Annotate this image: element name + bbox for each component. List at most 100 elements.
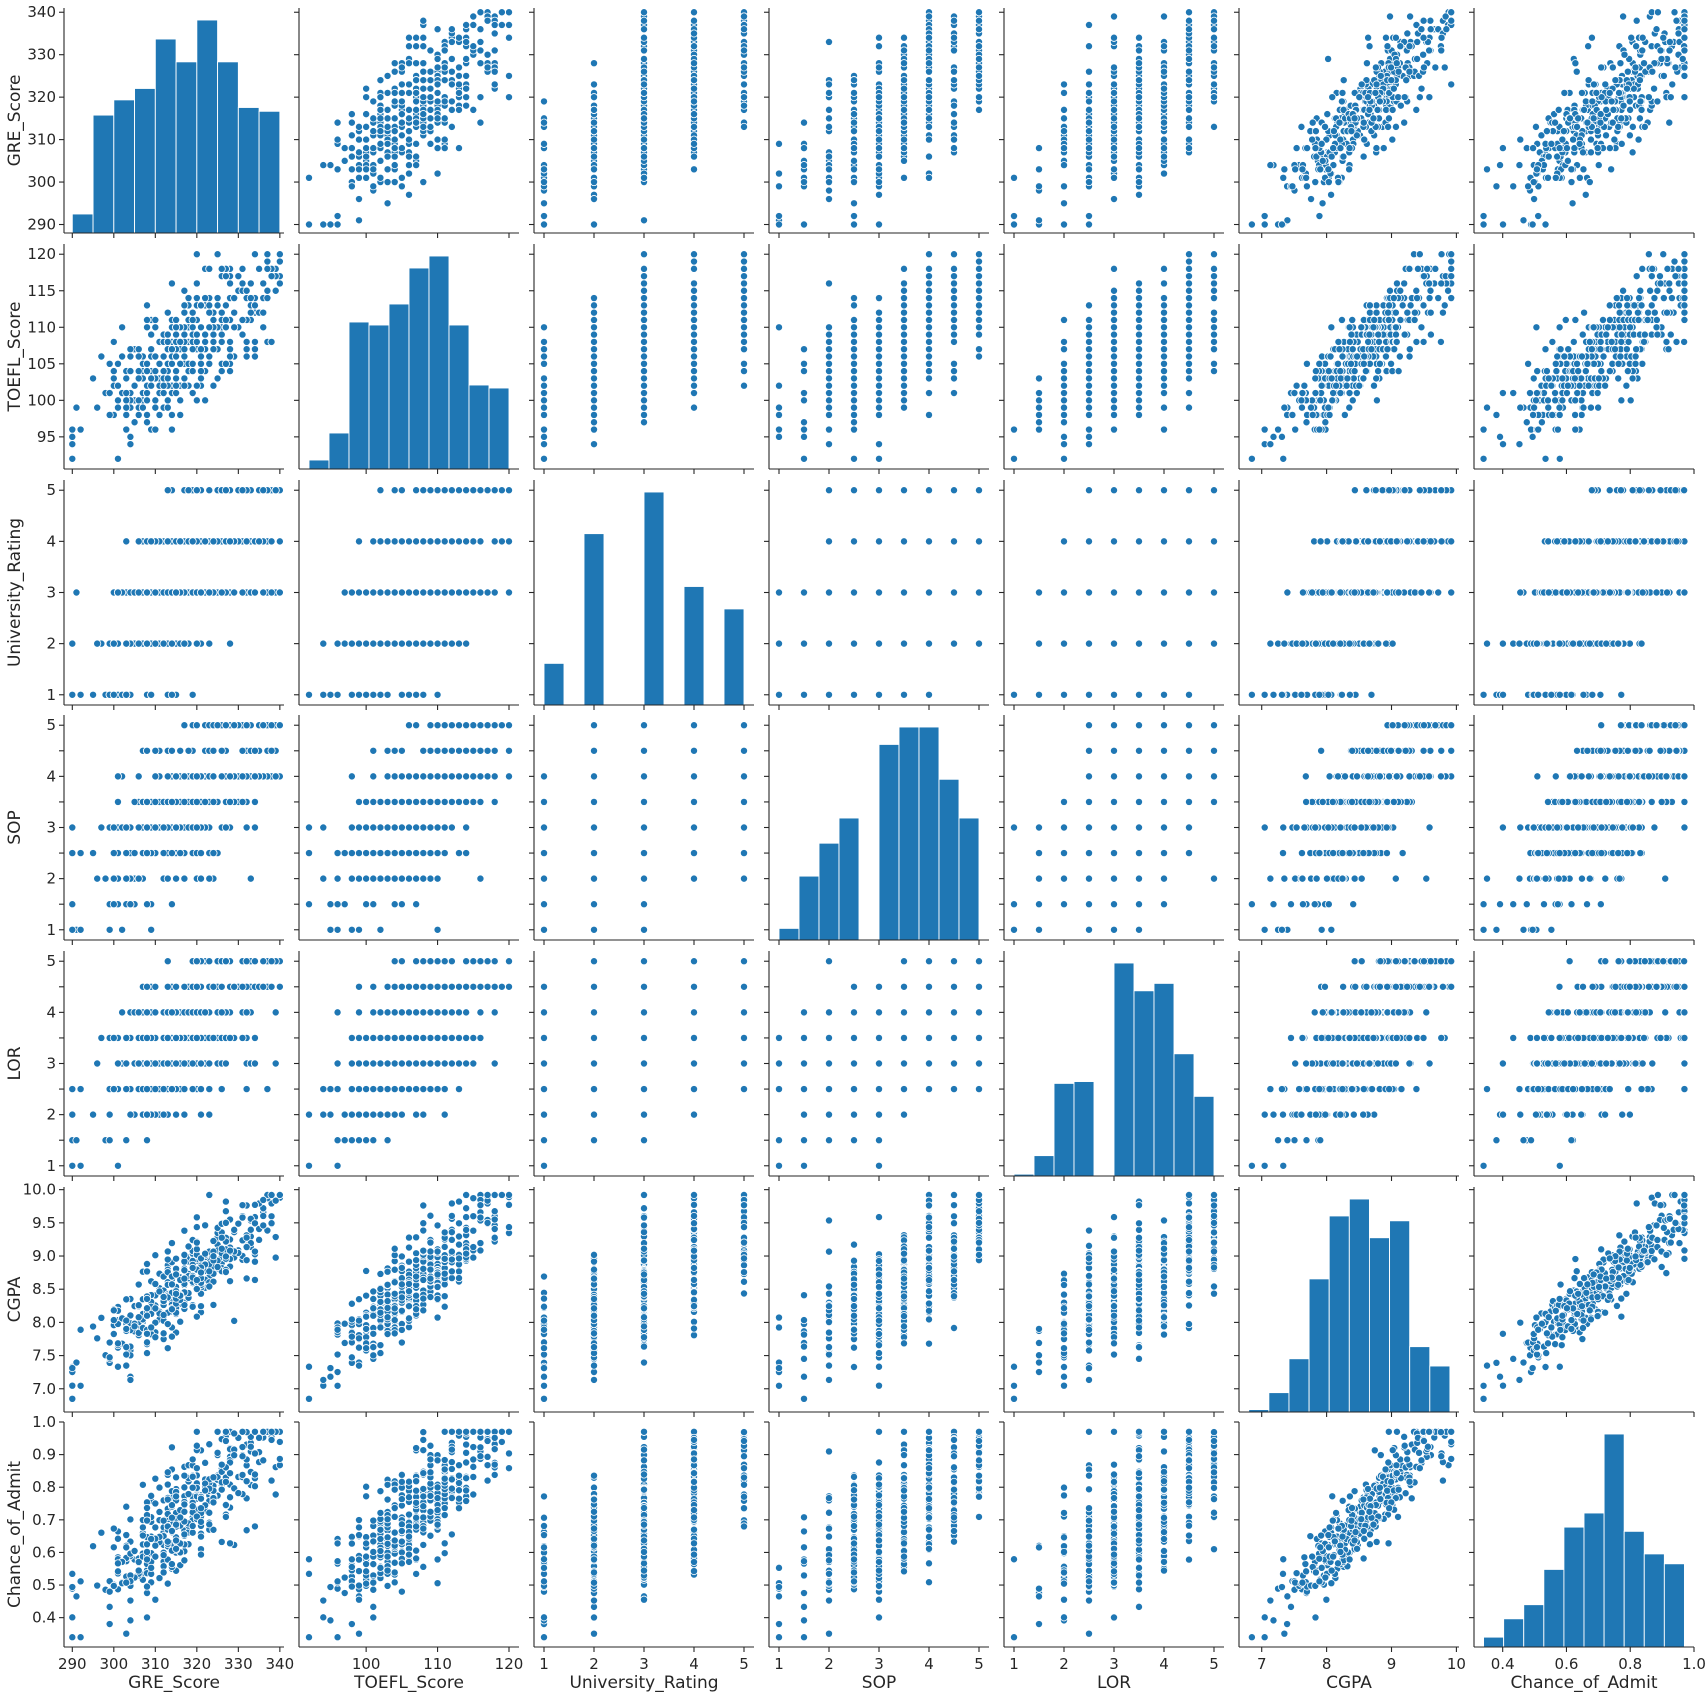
scatter-point: [1601, 381, 1610, 390]
y-tick-label: 100: [27, 391, 56, 409]
scatter-point: [1060, 396, 1069, 405]
scatter-point: [1010, 425, 1019, 434]
scatter-point: [1543, 173, 1552, 182]
scatter-point: [1292, 381, 1301, 390]
scatter-point: [775, 403, 784, 412]
scatter-point: [275, 257, 284, 266]
scatter-point: [1060, 440, 1069, 449]
scatter-point: [1110, 374, 1119, 383]
scatter-point: [1575, 173, 1584, 182]
scatter-point: [690, 84, 699, 93]
scatter-point: [1300, 381, 1309, 390]
scatter-point: [640, 16, 649, 25]
scatter-point: [800, 220, 809, 229]
scatter-point: [1519, 216, 1528, 225]
scatter-point: [640, 410, 649, 419]
scatter-point: [875, 352, 884, 361]
scatter-point: [900, 46, 909, 55]
scatter-point: [740, 323, 749, 332]
scatter-point: [1085, 220, 1094, 229]
scatter-point: [800, 178, 809, 187]
scatter-point: [1412, 337, 1421, 346]
scatter-point: [1375, 359, 1384, 368]
scatter-point: [775, 323, 784, 332]
scatter-point: [1530, 403, 1539, 412]
scatter-point: [740, 301, 749, 310]
scatter-point: [1297, 396, 1306, 405]
scatter-point: [1085, 165, 1094, 174]
scatter-point: [1321, 418, 1330, 427]
scatter-point: [1596, 118, 1605, 127]
scatter-point: [740, 80, 749, 89]
scatter-point: [1374, 330, 1383, 339]
scatter-point: [1400, 279, 1409, 288]
scatter-point: [1447, 8, 1456, 17]
scatter-point: [1547, 139, 1556, 148]
scatter-point: [1544, 152, 1553, 161]
scatter-point: [440, 97, 449, 106]
panel-TOEFL_Score-vs-SOP: [764, 244, 989, 474]
scatter-point: [1369, 381, 1378, 390]
scatter-point: [1317, 381, 1326, 390]
scatter-point: [1035, 216, 1044, 225]
scatter-point: [1406, 301, 1415, 310]
scatter-point: [850, 403, 859, 412]
scatter-point: [1110, 410, 1119, 419]
scatter-point: [1615, 88, 1624, 97]
scatter-point: [1210, 264, 1219, 273]
scatter-point: [1388, 135, 1397, 144]
scatter-point: [1680, 71, 1689, 80]
scatter-point: [1652, 323, 1661, 332]
scatter-point: [1653, 97, 1662, 106]
scatter-point: [690, 403, 699, 412]
scatter-point: [1363, 93, 1372, 102]
scatter-point: [1644, 308, 1653, 317]
scatter-point: [1614, 359, 1623, 368]
scatter-point: [469, 12, 478, 21]
y-tick-label: 120: [27, 245, 56, 263]
scatter-point: [1185, 323, 1194, 332]
scatter-point: [1110, 105, 1119, 114]
scatter-point: [1279, 173, 1288, 182]
scatter-point: [1516, 403, 1525, 412]
scatter-point: [640, 135, 649, 144]
scatter-point: [775, 182, 784, 191]
scatter-point: [690, 8, 699, 17]
scatter-point: [1659, 71, 1668, 80]
scatter-point: [383, 165, 392, 174]
scatter-point: [590, 165, 599, 174]
scatter-point: [143, 396, 152, 405]
scatter-point: [469, 20, 478, 29]
scatter-point: [447, 122, 456, 131]
scatter-point: [1333, 359, 1342, 368]
scatter-point: [1110, 165, 1119, 174]
scatter-point: [1551, 118, 1560, 127]
scatter-point: [1602, 330, 1611, 339]
scatter-point: [176, 410, 185, 419]
scatter-point: [376, 93, 385, 102]
scatter-point: [230, 294, 239, 303]
scatter-point: [1035, 396, 1044, 405]
scatter-point: [1499, 220, 1508, 229]
scatter-point: [875, 381, 884, 390]
scatter-point: [397, 173, 406, 182]
scatter-point: [640, 308, 649, 317]
scatter-point: [1622, 345, 1631, 354]
scatter-point: [205, 359, 214, 368]
scatter-point: [540, 454, 549, 463]
scatter-point: [690, 352, 699, 361]
scatter-point: [1060, 161, 1069, 170]
scatter-point: [825, 279, 834, 288]
scatter-point: [800, 359, 809, 368]
scatter-point: [1321, 122, 1330, 131]
scatter-point: [875, 93, 884, 102]
scatter-point: [376, 76, 385, 85]
scatter-point: [740, 345, 749, 354]
scatter-point: [1425, 279, 1434, 288]
scatter-point: [1653, 330, 1662, 339]
scatter-point: [462, 37, 471, 46]
scatter-point: [1636, 286, 1645, 295]
scatter-point: [1337, 97, 1346, 106]
panel-GRE_Score-vs-CGPA: [1234, 8, 1459, 238]
